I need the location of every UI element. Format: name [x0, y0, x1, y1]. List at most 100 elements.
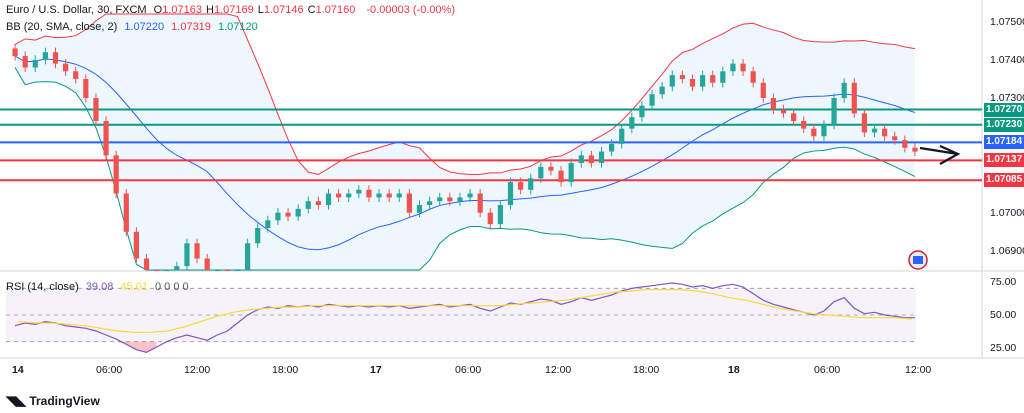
candle-body: [528, 178, 534, 190]
candle-body: [679, 75, 685, 79]
candle-body: [791, 113, 797, 121]
price-tag: 1.07184: [984, 135, 1024, 150]
tradingview-logo[interactable]: ◥◣ TradingView: [6, 393, 100, 409]
bb-basis-value: 1.07220: [124, 21, 165, 33]
price-change: -0.00003 (-0.00%): [366, 4, 456, 16]
time-axis-label: 18:00: [633, 364, 660, 376]
candle-body: [285, 212, 291, 217]
candle-body: [740, 63, 746, 72]
candle-body: [22, 56, 28, 68]
candle-body: [214, 270, 220, 271]
candle-body: [315, 201, 321, 206]
candle-body: [406, 193, 412, 213]
candle-body: [871, 128, 878, 133]
time-axis-label: 06:00: [814, 364, 841, 376]
ohlc-value-h: 1.07169: [213, 4, 254, 16]
candle-body: [588, 155, 594, 164]
bb-fill: [15, 14, 915, 270]
rsi-ma-line: [18, 289, 912, 333]
symbol-title: Euro / U.S. Dollar, 30, FXCM: [6, 4, 147, 16]
candle-body: [386, 193, 392, 198]
candle-body: [164, 270, 170, 271]
candle-body: [609, 143, 615, 152]
time-axis-label: 18:00: [272, 364, 299, 376]
rsi-band: [6, 288, 916, 342]
candle-body: [204, 258, 210, 270]
candle-body: [750, 71, 756, 83]
candle-body: [710, 75, 716, 83]
candle-body: [416, 205, 423, 213]
candle-body: [720, 71, 726, 83]
candle-body: [851, 82, 857, 114]
candle-body: [578, 155, 584, 164]
candle-body: [659, 86, 665, 95]
candle-body: [831, 98, 837, 125]
candle-body: [892, 136, 898, 141]
candle-body: [760, 82, 766, 99]
candle-body: [133, 231, 139, 259]
time-axis-label: 18: [728, 364, 740, 376]
candle-body: [295, 208, 301, 217]
flag-icon-detail: [913, 256, 923, 264]
time-axis-label: 12:00: [184, 364, 211, 376]
time-axis-label: 14: [12, 364, 24, 376]
candle-body: [265, 220, 271, 228]
price-tag: 1.07230: [984, 117, 1024, 132]
time-axis-label: 06:00: [455, 364, 482, 376]
price-axis-label: 1.07400: [990, 53, 1024, 66]
candle-body: [234, 270, 241, 271]
ohlc-value-o: 1.07163: [162, 4, 202, 16]
tradingview-logo-icon: ◥◣: [6, 393, 26, 408]
candle-body: [103, 120, 109, 156]
candle-body: [861, 113, 867, 133]
rsi-axis-label: 50.00: [990, 309, 1017, 321]
candle-body: [376, 193, 382, 198]
candle-body: [325, 193, 332, 206]
rsi-legend: RSI (14, close) 39.08 45.01 0 0 0 0: [6, 281, 193, 293]
time-axis-label: 17: [370, 364, 382, 376]
candle-body: [558, 170, 564, 183]
candle-body: [619, 128, 625, 144]
rsi-value: 39.08: [85, 281, 114, 293]
candle-body: [184, 243, 190, 267]
rsi-zero-values: 0 0 0 0: [155, 281, 189, 293]
symbol-legend: Euro / U.S. Dollar, 30, FXCM O1.07163 H1.…: [6, 4, 459, 16]
candle-body: [467, 193, 473, 198]
candle-body: [427, 201, 433, 206]
candle-body: [639, 105, 645, 118]
candle-body: [538, 166, 544, 179]
bb-upper-line: [14, 13, 916, 176]
candle-body: [224, 270, 230, 271]
candle-body: [275, 212, 281, 221]
candle-body: [568, 163, 574, 183]
candle-body: [305, 201, 311, 209]
candle-body: [689, 78, 696, 87]
bb-legend: BB (20, SMA, close, 2) 1.07220 1.07319 1…: [6, 21, 262, 33]
bb-basis-line: [14, 55, 916, 251]
candle-body: [770, 98, 776, 110]
rsi-line: [14, 282, 915, 353]
candle-body: [902, 140, 908, 148]
candle-body: [598, 151, 605, 164]
candle-body: [123, 193, 129, 232]
candle-body: [174, 266, 180, 270]
candle-body: [821, 124, 827, 137]
candle-body: [700, 75, 706, 87]
candle-body: [669, 75, 675, 87]
price-axis-label: 1.06900: [990, 244, 1024, 257]
candle-body: [841, 82, 847, 99]
rsi-axis-label: 75.00: [990, 275, 1017, 288]
ohlc-value-c: 1.07160: [315, 4, 356, 16]
price-tag: 1.07137: [984, 153, 1024, 168]
time-axis-label: 06:00: [96, 364, 123, 376]
candle-body: [356, 189, 362, 194]
ohlc-key-h: H: [206, 4, 214, 16]
ohlc-key-c: C: [307, 4, 316, 16]
ohlc-value-l: 1.07146: [263, 4, 304, 16]
price-tag: 1.07085: [984, 173, 1024, 188]
candle-body: [780, 109, 787, 114]
rsi-label: RSI (14, close): [6, 281, 79, 293]
price-axis-label: 1.07300: [990, 92, 1024, 105]
candle-body: [497, 205, 503, 225]
